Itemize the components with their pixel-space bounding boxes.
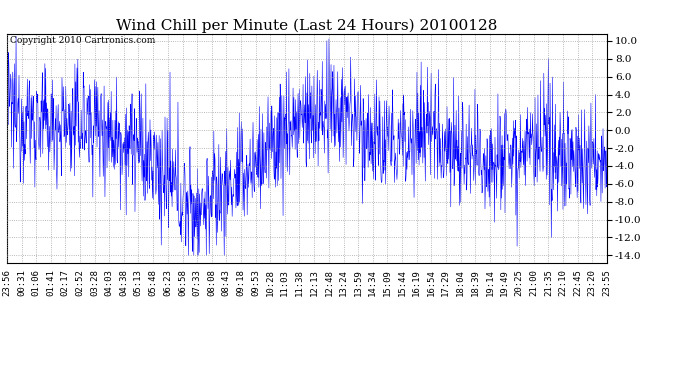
Text: Copyright 2010 Cartronics.com: Copyright 2010 Cartronics.com (10, 36, 155, 45)
Title: Wind Chill per Minute (Last 24 Hours) 20100128: Wind Chill per Minute (Last 24 Hours) 20… (117, 18, 497, 33)
